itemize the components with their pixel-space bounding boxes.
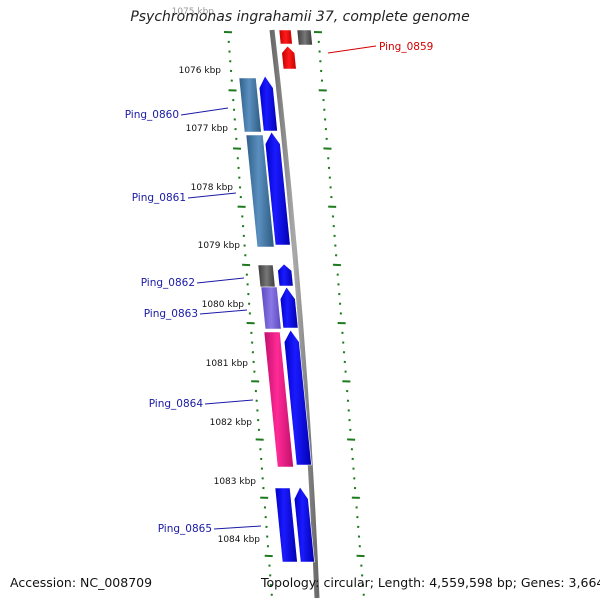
gene-leader-line (214, 526, 261, 529)
gene-label-ping-0861[interactable]: Ping_0861 (132, 192, 186, 204)
gene-label-ping-0859[interactable]: Ping_0859 (379, 41, 433, 53)
gene-label-ping-0860[interactable]: Ping_0860 (125, 109, 179, 121)
gene-leader-line (205, 400, 253, 404)
gene-leader-line (328, 46, 376, 53)
scale-label: 1081 kbp (206, 359, 249, 369)
scale-label: 1079 kbp (198, 241, 241, 251)
gene-ping-0863-arrow[interactable] (280, 287, 298, 328)
scale-label: 1076 kbp (179, 66, 222, 76)
scale-label: 1084 kbp (218, 535, 261, 545)
gene-label-ping-0862[interactable]: Ping_0862 (141, 277, 195, 289)
accession-text: Accession: NC_008709 (10, 575, 152, 590)
gene-ping-0862-arrow[interactable] (278, 264, 294, 286)
gene-ping-0860-arrow[interactable] (259, 76, 277, 131)
gene-ping-0862-cds[interactable] (258, 265, 275, 287)
gene-label-ping-0865[interactable]: Ping_0865 (158, 523, 212, 535)
neighbor-gene-box[interactable] (297, 30, 313, 45)
scale-label: 1077 kbp (186, 124, 229, 134)
gene-label-ping-0864[interactable]: Ping_0864 (149, 398, 204, 410)
gene-ping-0859-cds[interactable] (279, 30, 292, 44)
scale-label: 1080 kbp (202, 300, 245, 310)
gene-leader-line (181, 108, 228, 115)
gene-leader-line (200, 310, 247, 314)
scale-label: 1082 kbp (210, 418, 253, 428)
gene-leader-line (188, 193, 236, 198)
gene-label-ping-0863[interactable]: Ping_0863 (144, 308, 198, 320)
gene-leader-line (197, 278, 244, 283)
map-title: Psychromonas ingrahamii 37, complete gen… (0, 9, 600, 25)
scale-label: 1083 kbp (214, 477, 257, 487)
scale-label: 1078 kbp (191, 183, 234, 193)
gene-ping-0860-cds[interactable] (239, 78, 261, 132)
topology-text: Topology: circular; Length: 4,559,598 bp… (261, 575, 600, 590)
gene-ping-0863-cds[interactable] (261, 287, 281, 329)
gene-ping-0859-arrow[interactable] (282, 46, 297, 69)
